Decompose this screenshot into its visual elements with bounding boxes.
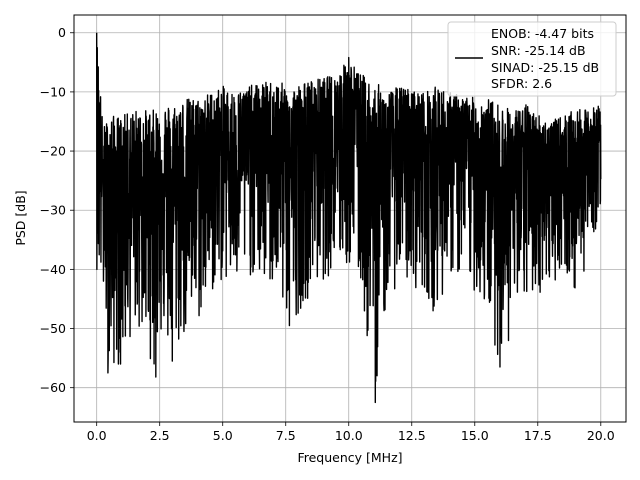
- x-tick-label: 15.0: [461, 428, 489, 443]
- x-tick-label: 7.5: [276, 428, 296, 443]
- legend-line-sinad: SINAD: -25.15 dB: [491, 60, 599, 75]
- x-tick-label: 20.0: [587, 428, 615, 443]
- x-axis-ticks: 0.0 2.5 5.0 7.5 10.0 12.5 15.0 17.5 20.0: [87, 422, 615, 443]
- plot-area: [95, 32, 602, 404]
- x-tick-label: 0.0: [87, 428, 107, 443]
- plot-frame: [73, 14, 627, 423]
- x-tick-label: 17.5: [524, 428, 552, 443]
- y-tick-label: −60: [40, 380, 66, 395]
- legend-line-sfdr: SFDR: 2.6: [491, 76, 552, 91]
- x-tick-label: 5.0: [213, 428, 233, 443]
- y-tick-label: −10: [40, 84, 66, 99]
- y-tick-label: −40: [40, 262, 66, 277]
- y-tick-label: −50: [40, 321, 66, 336]
- legend: ENOB: -4.47 bits SNR: -25.14 dB SINAD: -…: [447, 21, 617, 97]
- x-axis-label: Frequency [MHz]: [297, 450, 402, 465]
- y-tick-label: 0: [58, 25, 66, 40]
- legend-box: [447, 21, 617, 97]
- legend-line-enob: ENOB: -4.47 bits: [491, 26, 594, 41]
- y-tick-label: −30: [40, 203, 66, 218]
- y-tick-label: −20: [40, 144, 66, 159]
- x-tick-label: 2.5: [150, 428, 170, 443]
- x-tick-label: 10.0: [335, 428, 363, 443]
- x-tick-label: 12.5: [398, 428, 426, 443]
- y-axis-ticks: 0 −10 −20 −30 −40 −50 −60: [40, 25, 74, 395]
- psd-trace: [95, 32, 602, 404]
- legend-line-snr: SNR: -25.14 dB: [491, 43, 586, 58]
- y-axis-label: PSD [dB]: [13, 190, 28, 245]
